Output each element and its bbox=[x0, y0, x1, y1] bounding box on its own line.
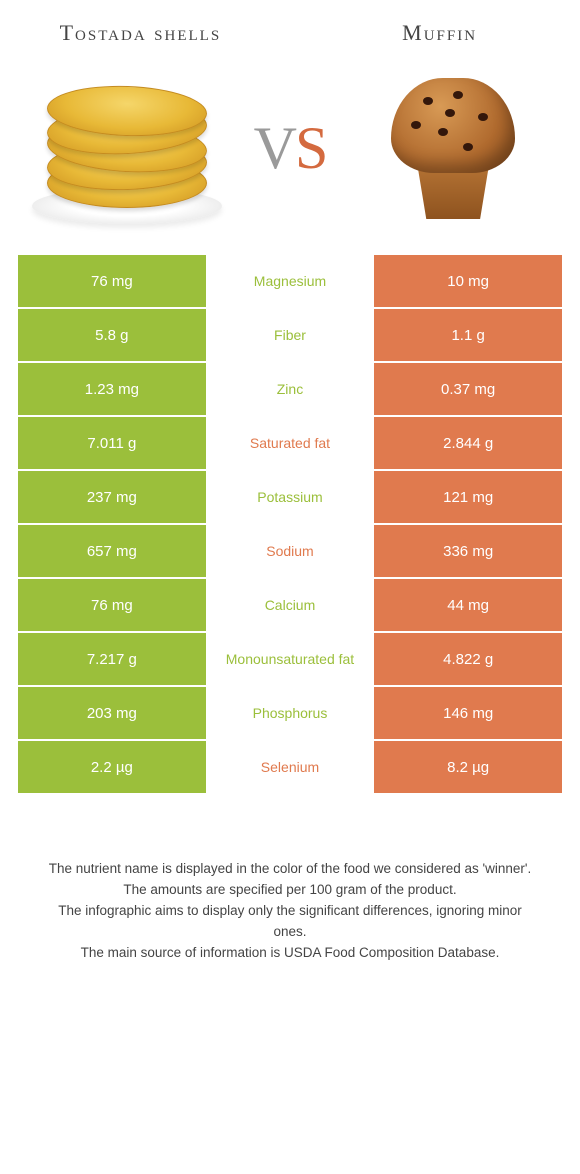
hero-row: VS bbox=[18, 53, 562, 243]
right-value-cell: 146 mg bbox=[374, 687, 562, 741]
left-value-cell: 203 mg bbox=[18, 687, 206, 741]
left-value-cell: 5.8 g bbox=[18, 309, 206, 363]
table-row: 1.23 mgZinc0.37 mg bbox=[18, 363, 562, 417]
nutrient-name-cell: Magnesium bbox=[206, 255, 375, 309]
left-food-image bbox=[18, 78, 236, 218]
left-value-cell: 2.2 µg bbox=[18, 741, 206, 795]
right-value-cell: 10 mg bbox=[374, 255, 562, 309]
nutrient-name-cell: Calcium bbox=[206, 579, 375, 633]
footer-line: The nutrient name is displayed in the co… bbox=[46, 859, 534, 880]
table-row: 657 mgSodium336 mg bbox=[18, 525, 562, 579]
nutrient-name-cell: Sodium bbox=[206, 525, 375, 579]
left-value-cell: 76 mg bbox=[18, 255, 206, 309]
food-titles-row: Tostada shells Muffin bbox=[18, 20, 562, 45]
left-value-cell: 7.217 g bbox=[18, 633, 206, 687]
left-value-cell: 76 mg bbox=[18, 579, 206, 633]
right-value-cell: 44 mg bbox=[374, 579, 562, 633]
right-value-cell: 2.844 g bbox=[374, 417, 562, 471]
table-row: 237 mgPotassium121 mg bbox=[18, 471, 562, 525]
right-value-cell: 1.1 g bbox=[374, 309, 562, 363]
nutrient-name-cell: Fiber bbox=[206, 309, 375, 363]
nutrient-name-cell: Zinc bbox=[206, 363, 375, 417]
left-value-cell: 237 mg bbox=[18, 471, 206, 525]
table-row: 5.8 gFiber1.1 g bbox=[18, 309, 562, 363]
footer-line: The main source of information is USDA F… bbox=[46, 943, 534, 964]
nutrient-table: 76 mgMagnesium10 mg5.8 gFiber1.1 g1.23 m… bbox=[18, 255, 562, 795]
left-value-cell: 657 mg bbox=[18, 525, 206, 579]
table-row: 7.011 gSaturated fat2.844 g bbox=[18, 417, 562, 471]
right-value-cell: 336 mg bbox=[374, 525, 562, 579]
table-row: 2.2 µgSelenium8.2 µg bbox=[18, 741, 562, 795]
left-food-title: Tostada shells bbox=[18, 20, 263, 45]
left-value-cell: 7.011 g bbox=[18, 417, 206, 471]
table-row: 76 mgCalcium44 mg bbox=[18, 579, 562, 633]
left-value-cell: 1.23 mg bbox=[18, 363, 206, 417]
table-row: 203 mgPhosphorus146 mg bbox=[18, 687, 562, 741]
vs-label: VS bbox=[236, 114, 345, 183]
muffin-icon bbox=[383, 73, 523, 223]
footer-line: The amounts are specified per 100 gram o… bbox=[46, 880, 534, 901]
nutrient-name-cell: Selenium bbox=[206, 741, 375, 795]
footer-line: The infographic aims to display only the… bbox=[46, 901, 534, 943]
right-value-cell: 8.2 µg bbox=[374, 741, 562, 795]
nutrient-name-cell: Potassium bbox=[206, 471, 375, 525]
vs-s: S bbox=[295, 115, 326, 181]
footer-notes: The nutrient name is displayed in the co… bbox=[18, 859, 562, 964]
tostada-icon bbox=[37, 78, 217, 218]
right-value-cell: 0.37 mg bbox=[374, 363, 562, 417]
nutrient-name-cell: Phosphorus bbox=[206, 687, 375, 741]
table-row: 76 mgMagnesium10 mg bbox=[18, 255, 562, 309]
nutrient-name-cell: Monounsaturated fat bbox=[206, 633, 375, 687]
right-value-cell: 4.822 g bbox=[374, 633, 562, 687]
table-row: 7.217 gMonounsaturated fat4.822 g bbox=[18, 633, 562, 687]
vs-v: V bbox=[254, 115, 295, 181]
right-value-cell: 121 mg bbox=[374, 471, 562, 525]
right-food-title: Muffin bbox=[317, 20, 562, 45]
nutrient-name-cell: Saturated fat bbox=[206, 417, 375, 471]
right-food-image bbox=[344, 73, 562, 223]
